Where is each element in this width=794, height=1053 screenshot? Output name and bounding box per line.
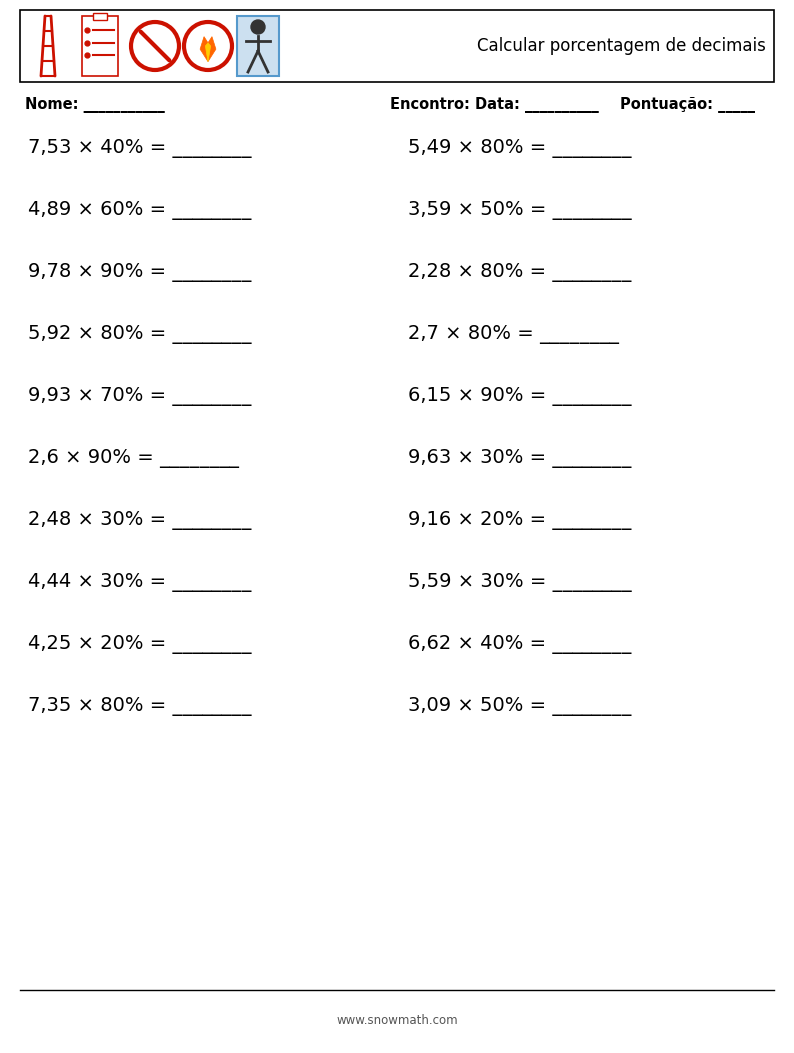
Text: 3,59 × 50% = ________: 3,59 × 50% = ________ xyxy=(408,200,631,219)
Text: Calcular porcentagem de decimais: Calcular porcentagem de decimais xyxy=(477,37,766,55)
Text: 2,28 × 80% = ________: 2,28 × 80% = ________ xyxy=(408,262,631,281)
Text: 2,7 × 80% = ________: 2,7 × 80% = ________ xyxy=(408,324,619,343)
Text: 6,62 × 40% = ________: 6,62 × 40% = ________ xyxy=(408,635,631,654)
Text: 5,59 × 30% = ________: 5,59 × 30% = ________ xyxy=(408,573,631,592)
FancyBboxPatch shape xyxy=(93,13,107,20)
Text: 4,89 × 60% = ________: 4,89 × 60% = ________ xyxy=(28,200,252,219)
Text: 5,92 × 80% = ________: 5,92 × 80% = ________ xyxy=(28,324,252,343)
Text: 3,09 × 50% = ________: 3,09 × 50% = ________ xyxy=(408,696,631,715)
Text: Nome: ___________: Nome: ___________ xyxy=(25,97,164,113)
Text: 7,53 × 40% = ________: 7,53 × 40% = ________ xyxy=(28,139,252,158)
FancyBboxPatch shape xyxy=(20,9,774,82)
Text: 4,44 × 30% = ________: 4,44 × 30% = ________ xyxy=(28,573,252,592)
FancyBboxPatch shape xyxy=(237,16,279,76)
Text: Encontro: Data: __________: Encontro: Data: __________ xyxy=(390,97,599,113)
Text: 5,49 × 80% = ________: 5,49 × 80% = ________ xyxy=(408,139,631,158)
Polygon shape xyxy=(206,43,210,61)
Polygon shape xyxy=(200,37,216,61)
FancyBboxPatch shape xyxy=(82,16,118,76)
Text: 9,63 × 30% = ________: 9,63 × 30% = ________ xyxy=(408,449,631,468)
Text: 6,15 × 90% = ________: 6,15 × 90% = ________ xyxy=(408,386,631,405)
Text: 9,78 × 90% = ________: 9,78 × 90% = ________ xyxy=(28,262,252,281)
Text: 2,48 × 30% = ________: 2,48 × 30% = ________ xyxy=(28,511,252,530)
Text: www.snowmath.com: www.snowmath.com xyxy=(336,1013,458,1027)
Text: 9,93 × 70% = ________: 9,93 × 70% = ________ xyxy=(28,386,252,405)
Text: 4,25 × 20% = ________: 4,25 × 20% = ________ xyxy=(28,635,252,654)
Text: 2,6 × 90% = ________: 2,6 × 90% = ________ xyxy=(28,449,239,468)
Circle shape xyxy=(251,20,265,34)
Text: 7,35 × 80% = ________: 7,35 × 80% = ________ xyxy=(28,696,252,715)
Text: 9,16 × 20% = ________: 9,16 × 20% = ________ xyxy=(408,511,631,530)
Text: Pontuação: _____: Pontuação: _____ xyxy=(620,97,755,113)
